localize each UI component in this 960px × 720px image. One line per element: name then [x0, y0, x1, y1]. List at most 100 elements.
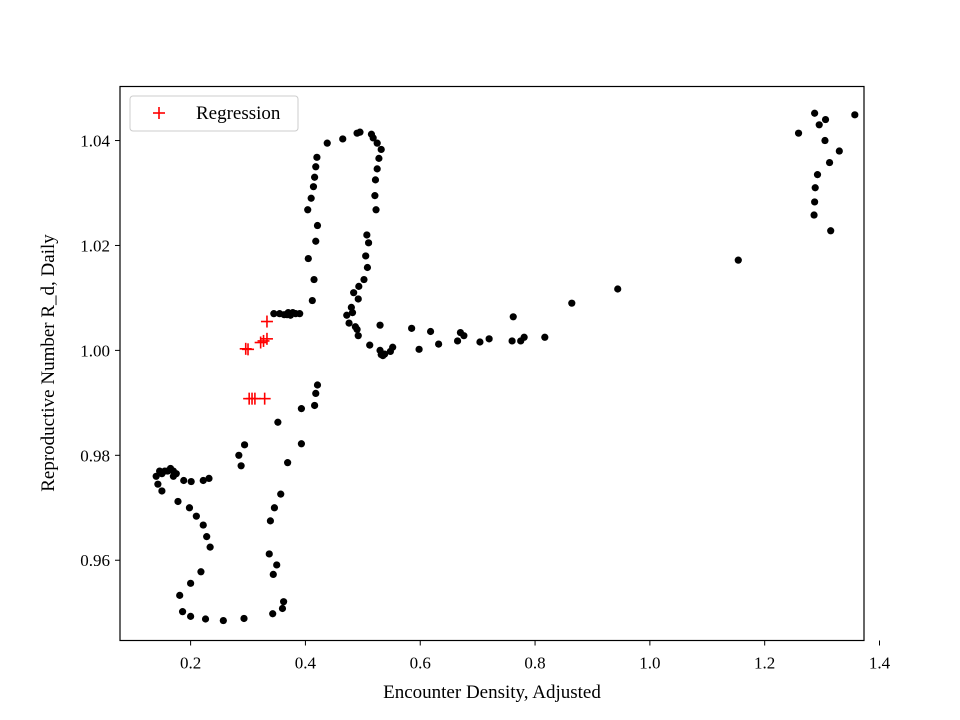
data-point: [435, 340, 443, 348]
series-observed: [152, 109, 859, 625]
data-point: [811, 198, 819, 206]
data-point: [312, 237, 320, 245]
data-point: [353, 325, 361, 333]
data-point: [835, 147, 843, 155]
data-point: [176, 591, 184, 599]
data-point: [810, 211, 818, 219]
data-point: [169, 472, 177, 480]
data-point: [311, 401, 319, 410]
data-point: [187, 579, 195, 587]
data-point: [363, 231, 371, 239]
data-point: [307, 194, 315, 202]
data-point: [199, 521, 207, 529]
regression-point: [254, 336, 267, 349]
data-point: [372, 206, 380, 214]
data-point: [371, 176, 380, 184]
x-tick-label: 0.6: [410, 654, 431, 673]
x-tick-label: 1.4: [869, 654, 891, 673]
data-point: [375, 154, 383, 162]
data-point: [520, 333, 528, 341]
y-tick-label: 1.04: [80, 132, 110, 151]
data-point: [296, 310, 304, 318]
data-point: [811, 109, 819, 117]
data-point: [350, 289, 358, 297]
regression-point: [260, 332, 273, 345]
data-point: [343, 311, 351, 319]
data-point: [154, 480, 162, 488]
data-point: [312, 389, 320, 398]
data-point: [568, 299, 576, 307]
data-point: [794, 129, 803, 137]
data-point: [280, 598, 288, 606]
series-regression: [239, 315, 273, 405]
data-point: [297, 440, 306, 448]
data-point: [364, 239, 373, 247]
data-point: [278, 604, 287, 613]
data-point: [240, 614, 248, 623]
data-point: [266, 517, 275, 525]
data-point: [308, 296, 316, 305]
data-point: [373, 165, 381, 173]
data-point: [178, 608, 187, 616]
data-point: [311, 173, 319, 181]
data-point: [273, 561, 281, 569]
data-point: [240, 441, 249, 449]
data-point: [377, 145, 385, 154]
data-point: [541, 333, 549, 341]
data-point: [376, 321, 384, 329]
y-tick-label: 0.98: [80, 446, 110, 465]
data-point: [219, 616, 227, 625]
data-point: [304, 206, 312, 214]
data-point: [270, 504, 279, 512]
data-point: [371, 192, 379, 200]
data-point: [813, 171, 822, 179]
legend-plus-icon: [153, 107, 165, 119]
data-point: [203, 533, 211, 541]
x-tick-label: 0.2: [180, 654, 201, 673]
data-point: [389, 343, 397, 351]
data-point: [355, 282, 363, 290]
data-point: [310, 275, 318, 284]
data-point: [508, 337, 516, 345]
data-point: [345, 319, 353, 327]
plot-area: [152, 109, 859, 625]
data-point: [174, 497, 182, 506]
data-point: [313, 381, 322, 389]
data-point: [197, 568, 205, 576]
data-point: [354, 295, 362, 303]
data-point: [827, 227, 835, 235]
data-point: [297, 405, 306, 413]
regression-point: [242, 343, 255, 356]
data-point: [304, 254, 312, 263]
data-point: [270, 310, 278, 318]
regression-point: [260, 315, 273, 328]
data-point: [453, 337, 462, 345]
data-point: [356, 128, 364, 136]
legend: Regression: [129, 95, 299, 132]
data-point: [821, 136, 829, 145]
data-point: [269, 610, 277, 618]
data-point: [313, 221, 322, 230]
data-point: [381, 350, 389, 358]
data-point: [426, 327, 435, 336]
data-point: [460, 332, 468, 340]
legend-label-regression: Regression: [196, 103, 281, 124]
y-axis-label: Reproductive Number R_d, Daily: [38, 234, 59, 492]
data-point: [415, 345, 423, 353]
data-point: [309, 183, 318, 191]
legend-box: [129, 95, 299, 132]
x-tick-label: 0.4: [295, 654, 317, 673]
data-point: [348, 309, 357, 317]
data-point: [158, 487, 166, 495]
data-point: [811, 184, 819, 192]
data-point: [408, 324, 416, 332]
data-point: [205, 474, 213, 482]
data-point: [815, 121, 823, 129]
data-point: [235, 451, 243, 459]
x-tick-label: 1.2: [754, 654, 775, 673]
data-point: [734, 256, 742, 264]
regression-point: [258, 392, 271, 405]
data-point: [509, 313, 517, 321]
x-tick-label: 1.0: [639, 654, 660, 673]
data-point: [312, 163, 320, 171]
